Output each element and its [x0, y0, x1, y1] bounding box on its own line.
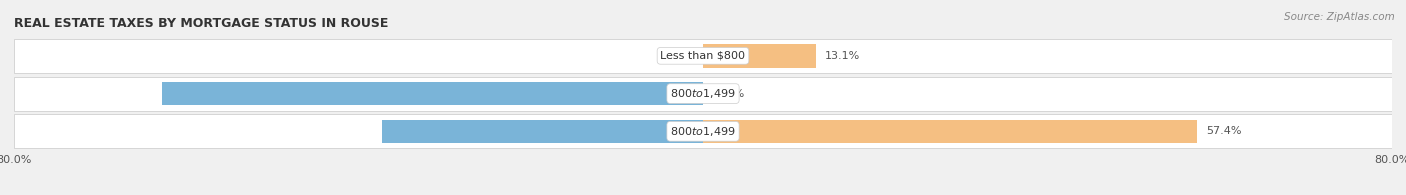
Text: 37.3%: 37.3% — [337, 126, 373, 136]
Text: $800 to $1,499: $800 to $1,499 — [671, 125, 735, 138]
Text: 13.1%: 13.1% — [824, 51, 859, 61]
Text: 0.0%: 0.0% — [662, 51, 690, 61]
Bar — [14, 77, 1392, 111]
Bar — [703, 120, 1198, 143]
Bar — [162, 82, 703, 105]
Text: REAL ESTATE TAXES BY MORTGAGE STATUS IN ROUSE: REAL ESTATE TAXES BY MORTGAGE STATUS IN … — [14, 17, 388, 30]
Bar — [382, 120, 703, 143]
Text: 62.8%: 62.8% — [118, 89, 153, 99]
Text: Less than $800: Less than $800 — [661, 51, 745, 61]
Text: Source: ZipAtlas.com: Source: ZipAtlas.com — [1284, 12, 1395, 22]
Text: 57.4%: 57.4% — [1206, 126, 1241, 136]
Bar — [703, 44, 815, 67]
Text: $800 to $1,499: $800 to $1,499 — [671, 87, 735, 100]
Bar — [14, 114, 1392, 148]
Bar — [14, 39, 1392, 73]
Text: 0.0%: 0.0% — [716, 89, 744, 99]
